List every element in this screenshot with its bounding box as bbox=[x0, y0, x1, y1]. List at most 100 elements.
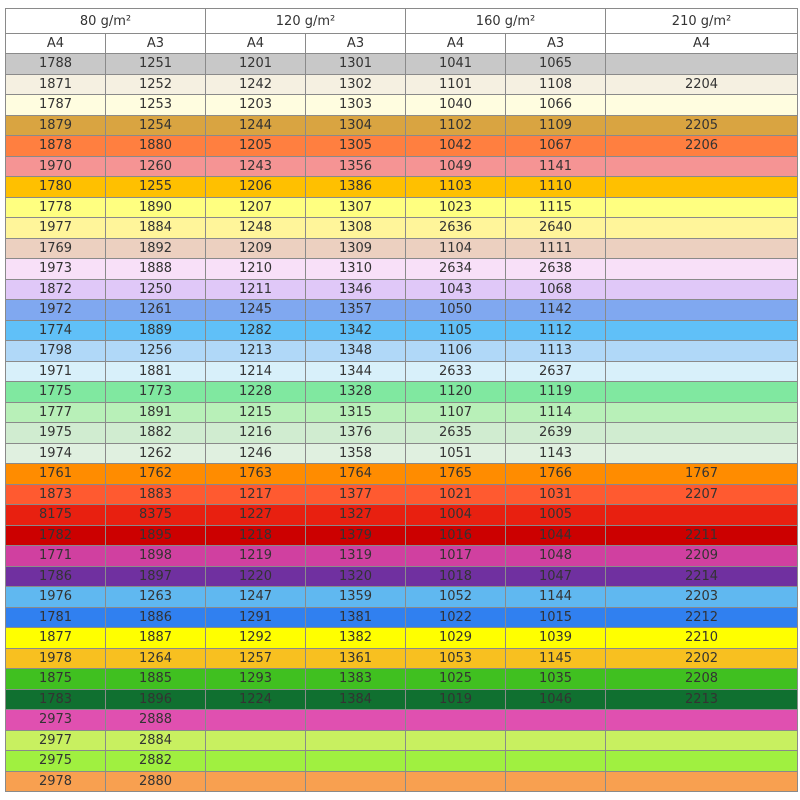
code-cell: 1762 bbox=[105, 463, 206, 485]
empty-cell bbox=[205, 770, 306, 792]
size-header: A3 bbox=[505, 33, 607, 54]
code-cell: 1379 bbox=[304, 524, 407, 546]
color-row: 1777 1891 1215 1315 1107 1114 bbox=[5, 401, 799, 423]
code-cell: 1017 bbox=[405, 545, 507, 567]
code-cell: 1328 bbox=[304, 381, 407, 403]
code-cell: 1211 bbox=[205, 278, 306, 300]
code-cell: 1019 bbox=[405, 688, 507, 710]
empty-cell bbox=[205, 750, 306, 772]
empty-cell bbox=[605, 360, 799, 382]
code-cell: 1219 bbox=[205, 545, 306, 567]
code-cell: 1041 bbox=[405, 53, 507, 75]
code-cell: 2639 bbox=[505, 422, 607, 444]
code-cell: 1315 bbox=[304, 401, 407, 423]
code-cell: 1004 bbox=[405, 504, 507, 526]
code-cell: 1250 bbox=[105, 278, 206, 300]
code-cell: 2880 bbox=[105, 770, 206, 792]
code-cell: 1786 bbox=[5, 565, 106, 587]
code-cell: 2209 bbox=[605, 545, 799, 567]
code-cell: 1880 bbox=[105, 135, 206, 157]
color-row: 1877 1887 1292 1382 1029 1039 2210 bbox=[5, 627, 799, 649]
code-cell: 1106 bbox=[405, 340, 507, 362]
code-cell: 1205 bbox=[205, 135, 306, 157]
code-cell: 1898 bbox=[105, 545, 206, 567]
table-container: 80 g/m² 120 g/m² 160 g/m² 210 g/m² A4 A3 A… bbox=[5, 8, 799, 792]
code-cell: 1018 bbox=[405, 565, 507, 587]
code-cell: 1308 bbox=[304, 217, 407, 239]
code-cell: 1119 bbox=[505, 381, 607, 403]
code-cell: 1023 bbox=[405, 196, 507, 218]
code-cell: 2205 bbox=[605, 114, 799, 136]
code-cell: 2206 bbox=[605, 135, 799, 157]
code-cell: 1206 bbox=[205, 176, 306, 198]
code-cell: 1891 bbox=[105, 401, 206, 423]
color-row: 1782 1895 1218 1379 1016 1044 2211 bbox=[5, 524, 799, 546]
code-cell: 1114 bbox=[505, 401, 607, 423]
code-cell: 1781 bbox=[5, 606, 106, 628]
code-cell: 1203 bbox=[205, 94, 306, 116]
code-cell: 1043 bbox=[405, 278, 507, 300]
code-cell: 1217 bbox=[205, 483, 306, 505]
code-cell: 1889 bbox=[105, 319, 206, 341]
empty-cell bbox=[605, 237, 799, 259]
size-header: A4 bbox=[605, 33, 799, 54]
code-cell: 1896 bbox=[105, 688, 206, 710]
code-cell: 1207 bbox=[205, 196, 306, 218]
color-row: 1783 1896 1224 1384 1019 1046 2213 bbox=[5, 688, 799, 710]
code-cell: 2882 bbox=[105, 750, 206, 772]
code-cell: 1040 bbox=[405, 94, 507, 116]
code-cell: 2207 bbox=[605, 483, 799, 505]
code-cell: 1101 bbox=[405, 73, 507, 95]
code-cell: 1067 bbox=[505, 135, 607, 157]
code-cell: 1381 bbox=[304, 606, 407, 628]
empty-cell bbox=[605, 299, 799, 321]
code-cell: 1102 bbox=[405, 114, 507, 136]
code-cell: 1976 bbox=[5, 586, 106, 608]
code-cell: 1252 bbox=[105, 73, 206, 95]
empty-cell bbox=[605, 401, 799, 423]
code-cell: 1971 bbox=[5, 360, 106, 382]
code-cell: 1218 bbox=[205, 524, 306, 546]
code-cell: 1310 bbox=[304, 258, 407, 280]
color-row: 1978 1264 1257 1361 1053 1145 2202 bbox=[5, 647, 799, 669]
color-row: 1778 1890 1207 1307 1023 1115 bbox=[5, 196, 799, 218]
code-cell: 1780 bbox=[5, 176, 106, 198]
empty-cell bbox=[205, 729, 306, 751]
empty-cell bbox=[605, 709, 799, 731]
code-cell: 1005 bbox=[505, 504, 607, 526]
code-cell: 1016 bbox=[405, 524, 507, 546]
code-cell: 1257 bbox=[205, 647, 306, 669]
code-cell: 2211 bbox=[605, 524, 799, 546]
code-cell: 1771 bbox=[5, 545, 106, 567]
code-cell: 1883 bbox=[105, 483, 206, 505]
code-cell: 1386 bbox=[304, 176, 407, 198]
code-cell: 1291 bbox=[205, 606, 306, 628]
color-row: 1775 1773 1228 1328 1120 1119 bbox=[5, 381, 799, 403]
code-cell: 1255 bbox=[105, 176, 206, 198]
code-cell: 2203 bbox=[605, 586, 799, 608]
empty-cell bbox=[304, 770, 407, 792]
empty-cell bbox=[605, 94, 799, 116]
empty-cell bbox=[205, 709, 306, 731]
empty-cell bbox=[505, 750, 607, 772]
color-row: 1761 1762 1763 1764 1765 1766 1767 bbox=[5, 463, 799, 485]
empty-cell bbox=[605, 258, 799, 280]
code-cell: 1209 bbox=[205, 237, 306, 259]
code-cell: 1215 bbox=[205, 401, 306, 423]
code-cell: 1251 bbox=[105, 53, 206, 75]
code-cell: 1769 bbox=[5, 237, 106, 259]
empty-cell bbox=[304, 709, 407, 731]
code-cell: 1774 bbox=[5, 319, 106, 341]
code-cell: 1775 bbox=[5, 381, 106, 403]
code-cell: 1245 bbox=[205, 299, 306, 321]
empty-cell bbox=[605, 770, 799, 792]
code-cell: 1384 bbox=[304, 688, 407, 710]
code-cell: 1782 bbox=[5, 524, 106, 546]
code-cell: 1970 bbox=[5, 155, 106, 177]
code-cell: 1878 bbox=[5, 135, 106, 157]
code-cell: 1346 bbox=[304, 278, 407, 300]
code-cell: 1764 bbox=[304, 463, 407, 485]
code-cell: 1327 bbox=[304, 504, 407, 526]
code-cell: 1798 bbox=[5, 340, 106, 362]
code-cell: 1348 bbox=[304, 340, 407, 362]
